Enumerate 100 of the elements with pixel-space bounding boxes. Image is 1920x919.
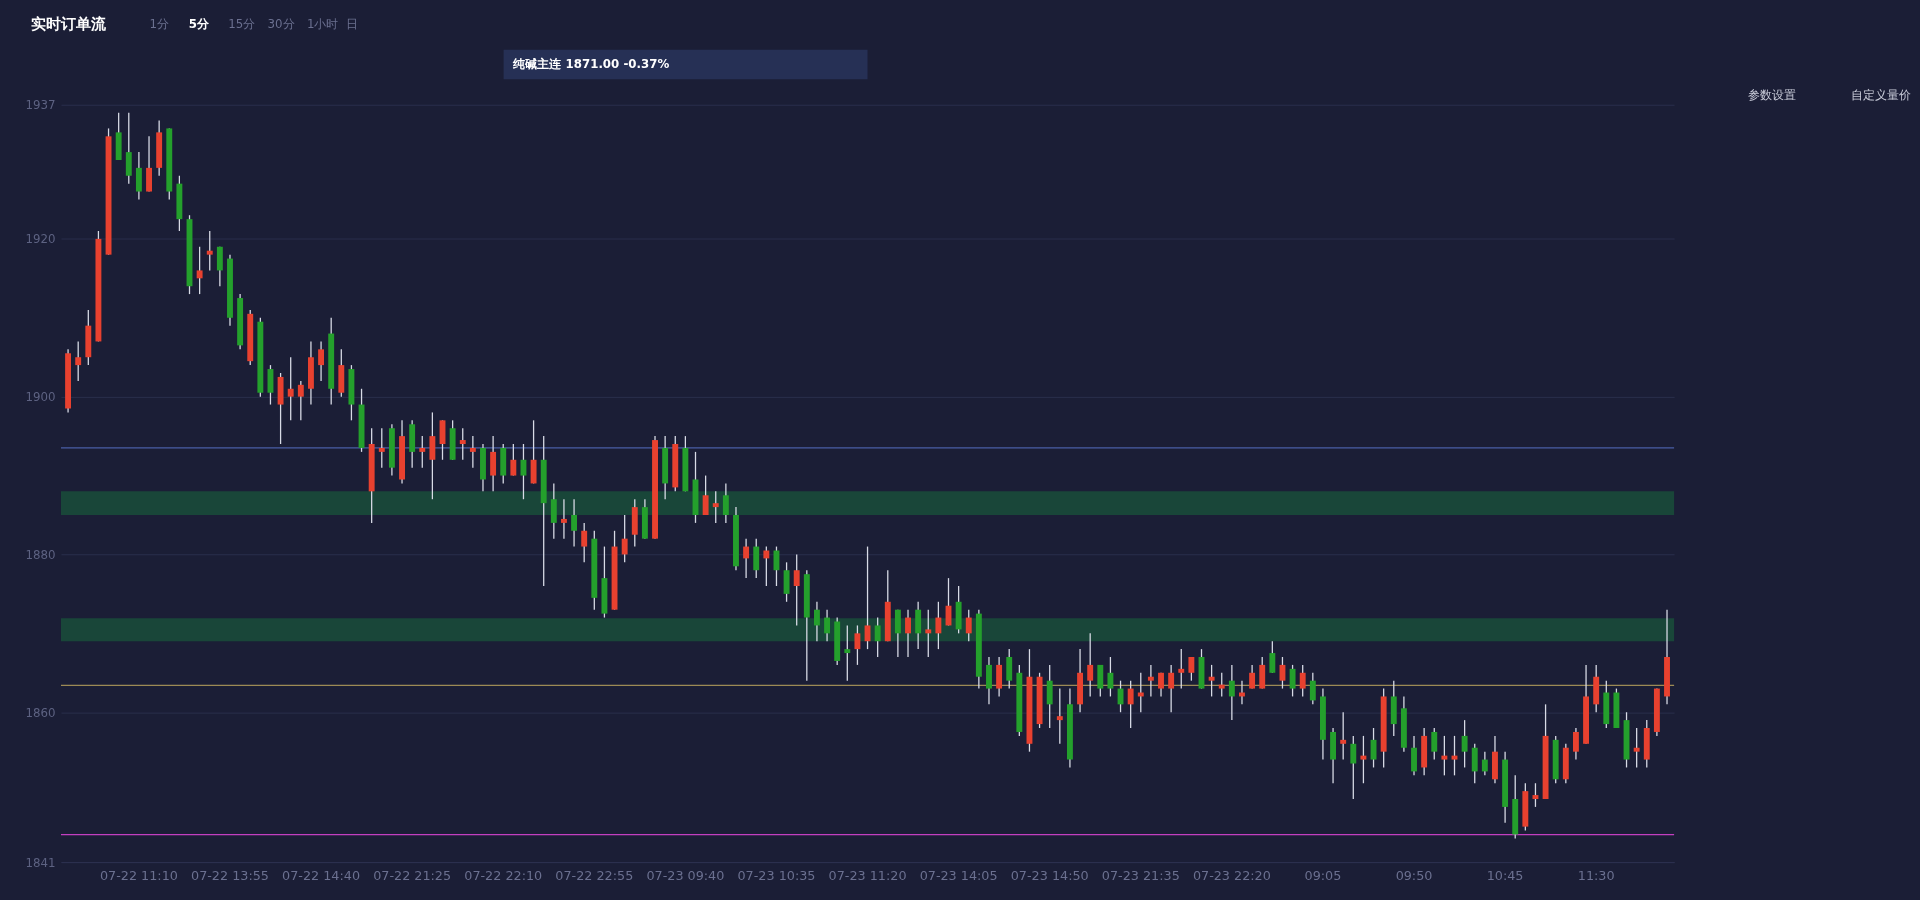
text: 1小时	[306, 17, 339, 32]
x-tick-label: 07-22 21:25	[373, 868, 452, 884]
x-tick-label: 07-22 22:55	[555, 868, 634, 884]
candlestick	[621, 514, 628, 563]
candlestick	[287, 356, 294, 421]
x-tick-label: 09:05	[1304, 868, 1342, 884]
x-tick-label: 07-23 22:20	[1192, 868, 1271, 884]
candlestick	[1046, 664, 1053, 729]
candlestick	[1289, 664, 1296, 698]
candlestick	[297, 380, 304, 421]
candlestick	[216, 246, 223, 287]
candlestick	[1431, 727, 1438, 761]
candlestick	[196, 246, 203, 295]
candlestick	[925, 609, 932, 658]
candlestick	[813, 601, 820, 642]
candlestick	[844, 624, 851, 682]
candlestick	[75, 340, 82, 382]
text: 30分	[267, 17, 295, 32]
candlestick	[429, 411, 436, 500]
y-tick-label: 1880	[25, 547, 56, 562]
candlestick	[1572, 727, 1579, 761]
candlestick	[530, 419, 537, 485]
candlestick	[378, 427, 385, 469]
candlestick	[722, 482, 729, 524]
candlestick	[1340, 711, 1347, 761]
candlestick	[874, 616, 881, 658]
candlestick	[419, 435, 426, 469]
candlestick	[712, 490, 719, 524]
y-tick-label: 1860	[25, 705, 56, 720]
candlestick	[125, 112, 132, 185]
candlestick	[1461, 719, 1468, 769]
x-tick-label: 10:45	[1486, 868, 1524, 884]
candlestick	[1147, 664, 1154, 698]
candlestick	[560, 498, 567, 540]
candlestick	[1299, 664, 1306, 698]
x-tick-label: 07-22 11:10	[99, 868, 178, 884]
x-tick-label: 09:50	[1395, 868, 1433, 884]
candlestick	[1411, 735, 1417, 776]
chart-title: 实时订单流	[31, 15, 108, 33]
candlestick	[550, 482, 557, 540]
candlestick	[1097, 664, 1104, 698]
x-tick-label: 07-23 21:35	[1101, 868, 1180, 884]
candlestick	[1188, 656, 1195, 682]
candlestick	[743, 538, 750, 579]
candlestick	[469, 435, 476, 469]
candlestick	[905, 609, 911, 658]
candlestick	[783, 561, 790, 603]
text: 1分	[149, 17, 170, 32]
y-tick-label: 1920	[25, 232, 56, 247]
x-tick-label: 11:30	[1577, 868, 1615, 884]
candlestick	[1168, 664, 1175, 713]
candlestick	[854, 624, 861, 666]
text: 5分	[188, 17, 211, 32]
candlestick	[581, 522, 588, 563]
candlestick	[1087, 632, 1094, 698]
x-tick-label: 07-22 13:55	[191, 868, 269, 884]
y-tick-label: 1937	[25, 98, 56, 113]
text: 15分	[228, 17, 256, 32]
candlestick	[1350, 735, 1357, 800]
candlestick	[935, 601, 942, 650]
candlestick	[753, 538, 760, 579]
candlestick	[135, 151, 142, 201]
candlestick	[1471, 743, 1478, 784]
x-tick-label: 07-23 09:40	[646, 868, 725, 884]
candlestick	[1309, 672, 1316, 705]
x-tick-label: 07-23 10:35	[737, 868, 816, 884]
candlestick	[1178, 648, 1185, 690]
candlestick	[1006, 648, 1013, 690]
chart-subtitle: 纯碱主连 1871.00 -0.37%	[512, 57, 670, 72]
candlestick	[571, 498, 578, 548]
candlestick	[793, 553, 800, 627]
candlestick	[490, 435, 497, 492]
candlestick	[1441, 735, 1448, 776]
candlestick	[459, 427, 466, 461]
x-tick-label: 07-22 22:10	[464, 868, 543, 884]
candlestick	[915, 601, 922, 650]
candlestick	[146, 135, 152, 193]
text: 自定义量价	[1850, 87, 1911, 102]
candlestick	[702, 474, 709, 516]
candlestick	[965, 609, 972, 642]
candlestick	[1056, 687, 1063, 745]
x-tick-label: 07-23 11:20	[828, 868, 907, 884]
y-tick-label: 1841	[25, 855, 56, 870]
candlestick	[1259, 656, 1266, 690]
x-tick-label: 07-23 14:05	[919, 868, 998, 884]
y-tick-label: 1900	[25, 390, 56, 405]
candlestick	[1249, 664, 1256, 690]
candlestick	[1107, 656, 1114, 698]
candlestick	[996, 656, 1003, 698]
candlestick	[986, 656, 992, 705]
text: 日	[346, 17, 359, 32]
candlestick	[1360, 735, 1367, 784]
candlestick	[1218, 672, 1225, 698]
candlestick	[510, 443, 517, 477]
candlestick	[206, 230, 213, 272]
candlestick	[894, 609, 901, 658]
candlestick	[1208, 664, 1215, 698]
candlestick	[1481, 751, 1488, 776]
candlestick	[1633, 727, 1640, 769]
candlestick	[1228, 664, 1235, 721]
